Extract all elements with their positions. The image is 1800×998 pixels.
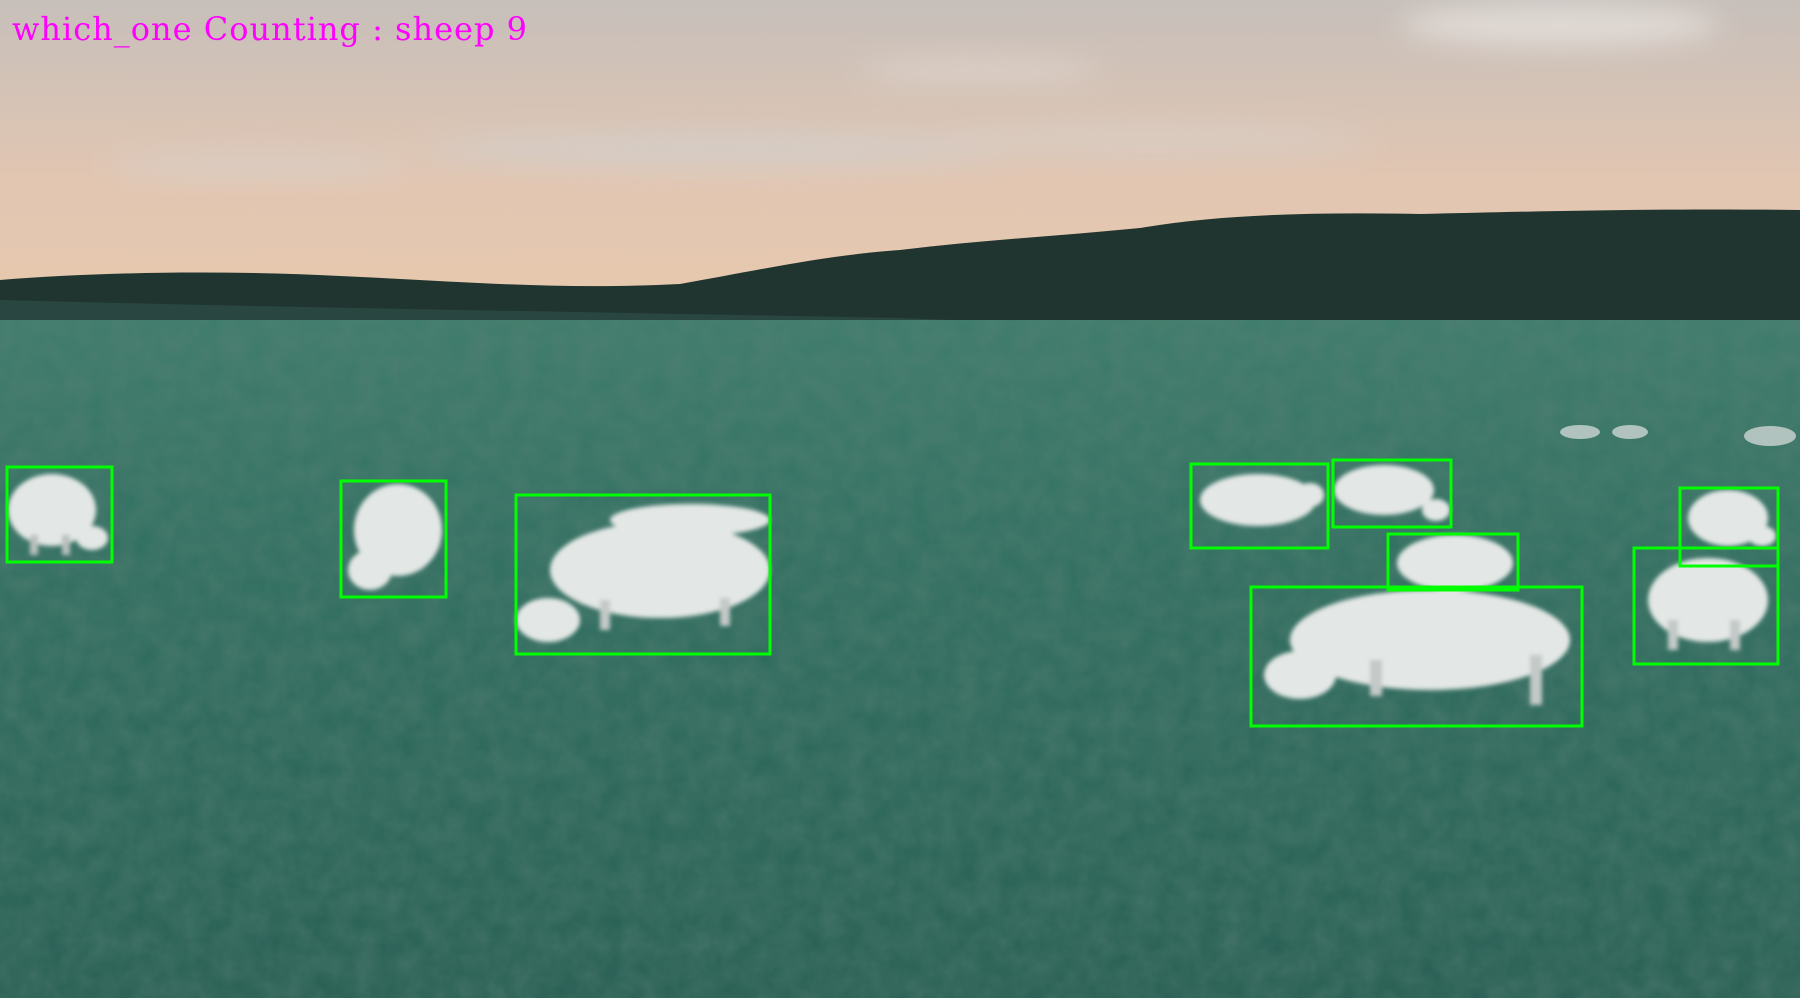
distant-sheep: [1560, 425, 1796, 446]
sheep-9: [1648, 558, 1768, 650]
detection-box: [1249, 585, 1584, 728]
detection-box: [1386, 532, 1520, 592]
sheep-flock: [8, 465, 1776, 705]
sheep-2: [348, 484, 442, 590]
sheep-8: [1688, 490, 1776, 546]
detection-box: [1678, 486, 1780, 568]
sheep-5: [1334, 465, 1450, 521]
sheep-7: [1264, 590, 1570, 705]
counting-caption: which_one Counting : sheep 9: [12, 10, 528, 48]
detection-box: [514, 493, 772, 656]
sheep-3: [516, 504, 770, 642]
detection-boxes: [5, 458, 1780, 728]
detection-box: [1331, 458, 1453, 529]
sheep-4: [1200, 474, 1324, 526]
detection-box: [1632, 546, 1780, 666]
detection-box: [5, 465, 114, 564]
sheep-6: [1397, 535, 1513, 591]
detection-box: [1189, 462, 1330, 550]
clouds: [110, 3, 1720, 177]
detection-box: [339, 479, 448, 599]
sheep-1: [8, 474, 108, 555]
